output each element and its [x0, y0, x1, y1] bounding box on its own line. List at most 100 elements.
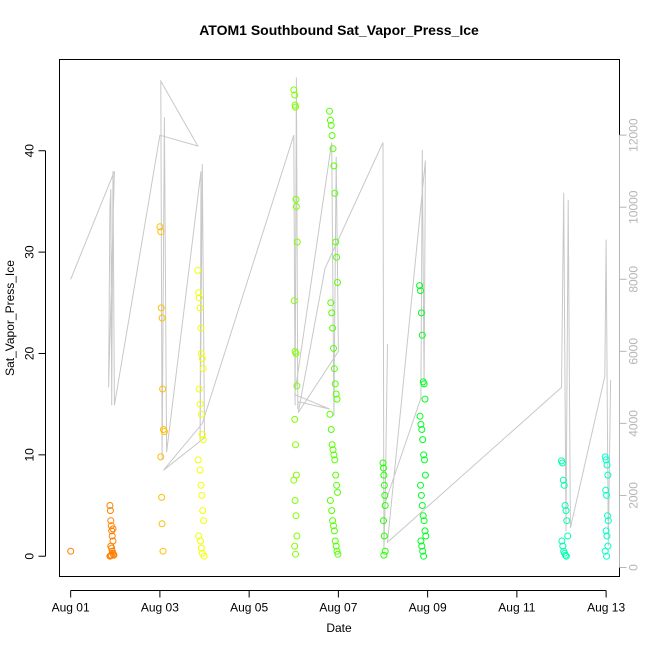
data-point: [158, 314, 166, 322]
data-point: [564, 532, 572, 540]
data-point: [108, 544, 116, 552]
data-point: [197, 350, 205, 357]
data-point: [156, 223, 164, 231]
data-point: [292, 203, 300, 210]
data-point: [197, 544, 205, 552]
x-tick-label: Aug 09: [409, 600, 447, 614]
x-tick-label: Aug 03: [141, 600, 179, 614]
x-tick-label: Aug 05: [230, 600, 268, 614]
data-point: [333, 481, 341, 489]
data-point: [157, 453, 165, 461]
chart-title: ATOM1 Southbound Sat_Vapor_Press_Ice: [199, 22, 479, 38]
data-point: [601, 453, 609, 461]
y-axis-label: Sat_Vapor_Press_Ice: [3, 260, 17, 376]
data-point: [334, 279, 341, 286]
data-point: [195, 385, 203, 393]
data-point: [329, 517, 337, 525]
data-point: [333, 395, 341, 403]
data-point: [332, 542, 340, 550]
data-point: [418, 542, 426, 550]
data-point: [559, 476, 567, 484]
y2-tick-label: 4000: [627, 410, 641, 437]
data-point: [292, 350, 300, 357]
data-point: [602, 527, 610, 535]
data-point: [602, 486, 610, 494]
data-point: [604, 471, 612, 479]
data-point: [106, 502, 114, 509]
data-point: [329, 145, 337, 153]
data-point: [158, 493, 166, 501]
y-axis-right: 0 2000 4000 6000 8000 10000 12000: [619, 118, 641, 571]
data-point: [381, 547, 389, 555]
data-point: [109, 525, 117, 533]
data-point: [419, 436, 427, 444]
data-point: [158, 520, 166, 528]
data-point: [417, 287, 424, 295]
data-point: [380, 517, 387, 525]
data-point: [602, 456, 610, 464]
data-point: [199, 436, 207, 444]
data-point: [332, 390, 340, 398]
data-point: [327, 299, 335, 307]
data-point: [603, 461, 611, 469]
y2-tick-label: 10000: [627, 190, 641, 224]
y-tick-label: 30: [23, 245, 37, 259]
data-point: [562, 552, 570, 560]
y2-tick-label: 0: [627, 564, 641, 571]
data-point: [107, 517, 115, 525]
data-point: [417, 491, 425, 499]
data-point: [416, 282, 424, 290]
data-point: [110, 551, 118, 559]
data-point: [293, 382, 301, 390]
secondary-series-line: [70, 77, 612, 550]
data-point: [332, 471, 340, 479]
y2-tick-label: 12000: [627, 118, 641, 152]
points-layer: [67, 86, 612, 560]
data-point: [293, 532, 301, 540]
data-point: [326, 116, 334, 124]
data-point: [327, 426, 335, 433]
data-point: [291, 415, 299, 423]
data-point: [562, 507, 570, 515]
y2-tick-label: 8000: [627, 266, 641, 293]
data-point: [380, 481, 388, 489]
data-point: [291, 542, 299, 550]
data-point: [328, 507, 336, 515]
data-point: [326, 410, 334, 418]
y-tick-label: 10: [23, 448, 37, 462]
data-point: [106, 507, 114, 515]
data-point: [379, 459, 387, 467]
data-point: [558, 459, 566, 467]
data-point: [293, 238, 301, 246]
data-point: [159, 547, 167, 555]
data-point: [418, 331, 426, 339]
data-point: [290, 297, 298, 305]
data-point: [333, 547, 341, 555]
data-point: [603, 552, 611, 560]
data-point: [331, 456, 339, 464]
data-point: [561, 502, 569, 509]
data-point: [421, 456, 428, 464]
data-point: [560, 481, 568, 489]
data-point: [332, 238, 340, 246]
data-point: [328, 309, 336, 317]
data-point: [196, 304, 204, 312]
data-point: [422, 532, 430, 540]
data-point: [290, 86, 298, 94]
data-point: [199, 365, 207, 373]
data-point: [197, 410, 205, 418]
data-point: [563, 517, 571, 525]
data-point: [194, 456, 202, 464]
data-point: [196, 400, 204, 408]
x-tick-label: Aug 07: [319, 600, 357, 614]
data-point: [380, 464, 387, 472]
y-tick-label: 20: [23, 346, 37, 360]
data-point: [381, 502, 389, 509]
data-point: [420, 380, 428, 388]
data-point: [197, 324, 205, 332]
data-point: [108, 527, 116, 535]
data-point: [67, 547, 75, 555]
data-point: [290, 476, 298, 484]
data-point: [330, 162, 338, 170]
data-point: [604, 517, 612, 525]
